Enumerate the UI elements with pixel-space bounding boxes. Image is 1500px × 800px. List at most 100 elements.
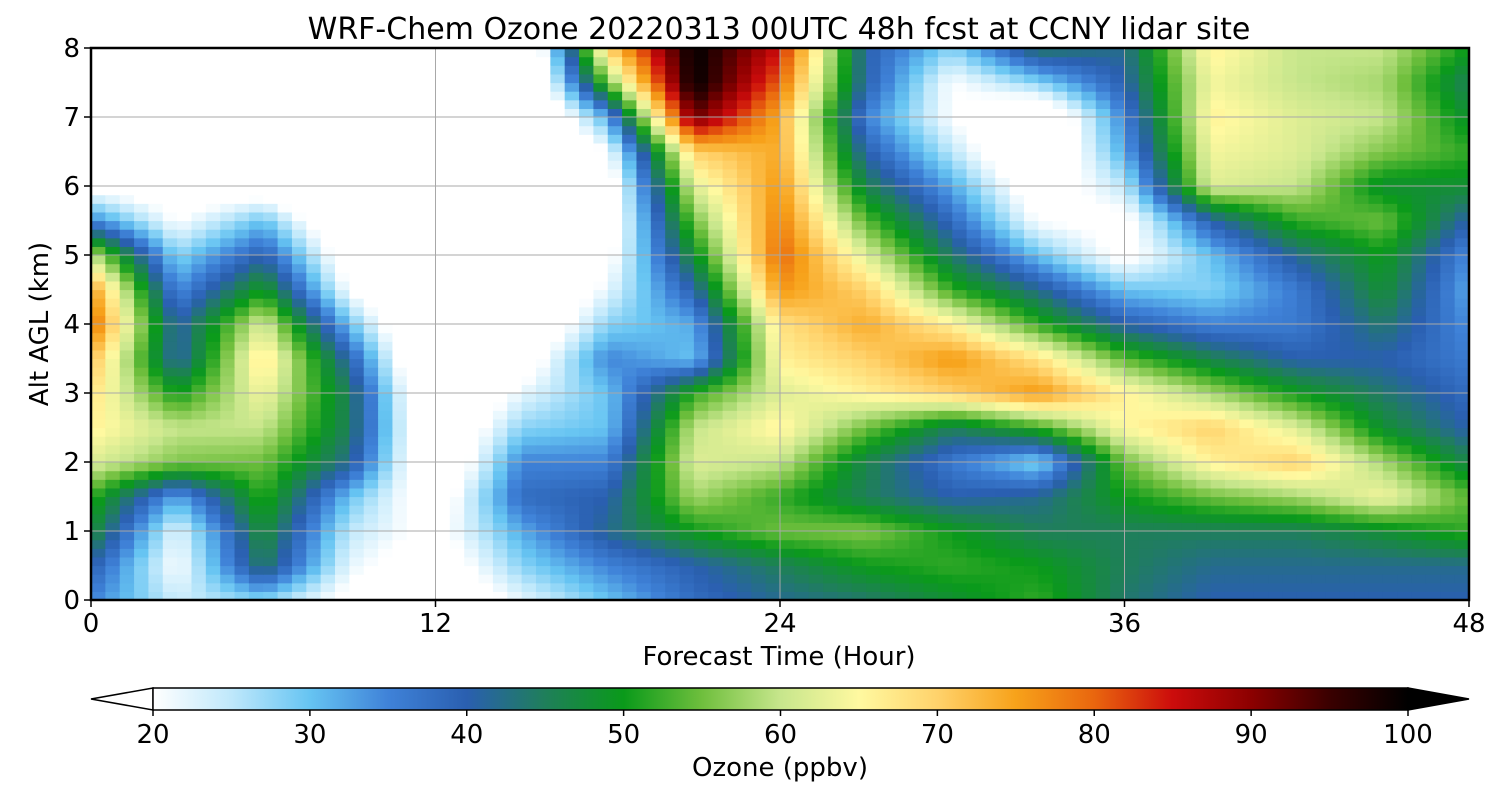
heatmap-cell [134,255,150,265]
heatmap-cell [995,470,1011,480]
heatmap-cell [837,177,853,187]
heatmap-cell [1196,375,1212,385]
heatmap-cell [622,427,638,437]
heatmap-cell [1253,151,1269,161]
heatmap-cell [234,151,250,161]
heatmap-cell [421,479,437,489]
heatmap-cell [119,220,135,230]
heatmap-cell [119,556,135,567]
heatmap-cell [1282,427,1298,437]
heatmap-cell [1253,168,1269,178]
heatmap-cell [1224,513,1240,523]
heatmap-cell [1397,462,1413,472]
heatmap-cell [464,203,480,213]
heatmap-cell [1052,306,1068,316]
heatmap-cell [851,211,867,222]
heatmap-cell [1181,470,1197,480]
heatmap-cell [1167,487,1183,498]
heatmap-cell [507,453,523,463]
heatmap-cell [1210,401,1226,411]
heatmap-cell [1081,522,1097,532]
heatmap-cell [780,160,795,170]
heatmap-cell [1454,375,1469,385]
heatmap-cell [1153,298,1169,308]
heatmap-cell [1138,582,1154,592]
heatmap-cell [291,487,307,498]
heatmap-cell [794,349,810,360]
heatmap-cell [248,246,264,256]
heatmap-cell [234,341,250,351]
heatmap-cell [521,453,537,463]
heatmap-cell [277,479,293,489]
heatmap-cell [952,168,968,178]
heatmap-cell [105,453,121,463]
heatmap-cell [148,142,164,153]
heatmap-cell [937,186,953,196]
heatmap-cell [392,522,408,532]
heatmap-cell [866,160,882,170]
heatmap-cell [1296,220,1312,230]
heatmap-cell [91,591,106,600]
heatmap-cell [1110,272,1126,282]
heatmap-cell [1210,496,1226,506]
heatmap-cell [1268,194,1283,204]
heatmap-cell [91,487,106,498]
heatmap-cell [1354,298,1370,308]
heatmap-cell [1210,211,1226,222]
heatmap-cell [636,177,652,187]
heatmap-cell [1024,470,1039,480]
heatmap-cell [1411,574,1427,584]
heatmap-cell [794,591,810,600]
heatmap-cell [492,548,508,558]
heatmap-cell [650,186,666,196]
heatmap-cell [765,531,781,541]
heatmap-cell [306,522,322,532]
heatmap-cell [995,539,1011,549]
heatmap-cell [406,453,422,463]
heatmap-cell [91,151,106,161]
heatmap-cell [320,280,336,291]
heatmap-cell [1224,444,1240,454]
heatmap-cell [1009,393,1025,403]
heatmap-cell [1339,255,1355,265]
heatmap-cell [1095,591,1111,600]
heatmap-cell [349,513,365,523]
heatmap-cell [564,220,580,230]
heatmap-cell [1397,427,1413,437]
heatmap-cell [937,220,953,230]
heatmap-cell [220,393,236,403]
heatmap-cell [1110,548,1126,558]
heatmap-cell [507,522,523,532]
heatmap-cell [435,574,451,584]
heatmap-cell [148,358,164,368]
heatmap-cell [851,574,867,584]
heatmap-cell [1081,539,1097,549]
heatmap-cell [1368,375,1384,385]
heatmap-cell [780,324,795,334]
heatmap-cell [980,565,996,575]
heatmap-cell [1009,358,1025,368]
heatmap-cell [866,186,882,196]
heatmap-cell [966,237,982,247]
heatmap-cell [1325,574,1341,584]
heatmap-cell [1081,151,1097,161]
heatmap-cell [464,246,480,256]
heatmap-cell [220,418,236,429]
heatmap-cell [1124,280,1140,291]
heatmap-cell [277,332,293,342]
heatmap-cell [593,410,609,420]
heatmap-cell [851,375,867,385]
heatmap-cell [1354,246,1370,256]
heatmap-cell [1196,341,1212,351]
heatmap-cell [449,427,465,437]
heatmap-cell [808,539,824,549]
heatmap-cell [105,349,121,360]
heatmap-cell [636,341,652,351]
heatmap-cell [162,496,178,506]
heatmap-cell [1081,496,1097,506]
heatmap-cell [1167,513,1183,523]
heatmap-cell [1153,591,1169,600]
heatmap-cell [794,556,810,567]
heatmap-cell [378,505,394,515]
heatmap-cell [765,453,781,463]
